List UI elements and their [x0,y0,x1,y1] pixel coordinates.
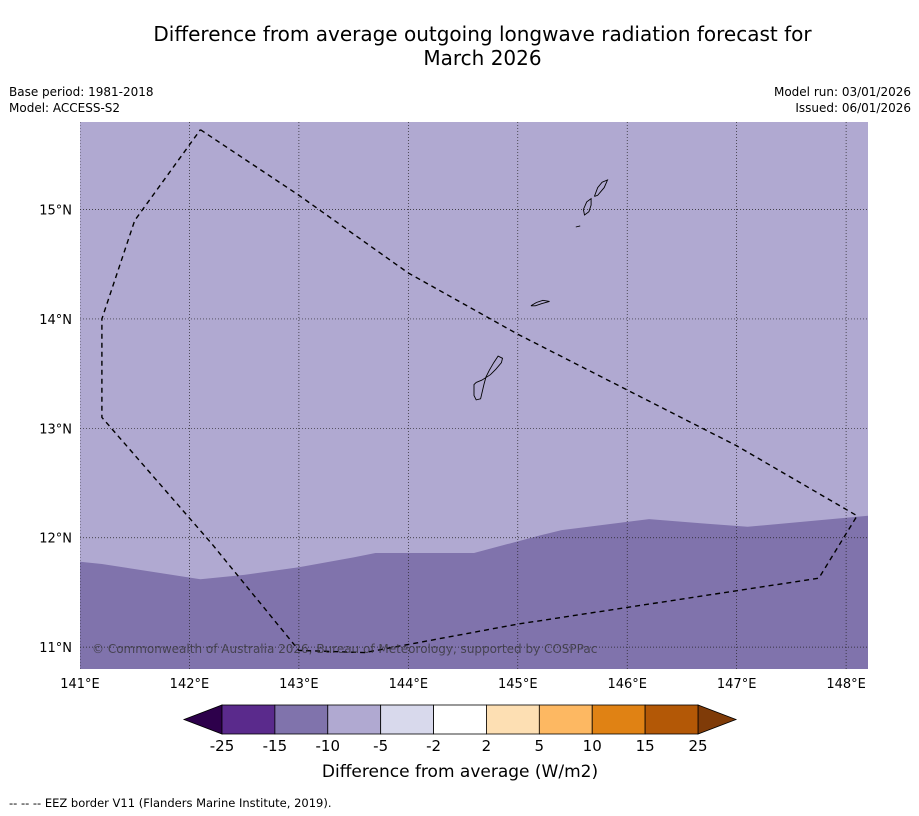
colorbar-tick-label: 2 [482,737,492,755]
chart-title: Difference from average outgoing longwav… [60,22,905,70]
eez-legend-footnote: -- -- -- EEZ border V11 (Flanders Marine… [9,796,332,810]
colorbar-swatch [591,704,646,735]
eez-border [101,129,859,654]
longitude-tick-label: 141°E [60,677,100,692]
colorbar-under-arrow [182,704,223,735]
longitude-tick-label: 145°E [498,677,538,692]
longitude-tick-label: 143°E [279,677,319,692]
colorbar-tick-label: -2 [426,737,441,755]
longitude-tick-label: 146°E [607,677,647,692]
latitude-tick-label: 14°N [39,313,72,328]
longitude-tick-label: 148°E [826,677,866,692]
colorbar-swatch [274,704,329,735]
latitude-tick-label: 11°N [39,641,72,656]
island-outline-aguijan [575,225,581,228]
longitude-tick-label: 147°E [717,677,757,692]
model-run-label: Model run: 03/01/2026 [773,85,911,99]
latitude-tick-label: 12°N [39,532,72,547]
colorbar-swatch [433,704,487,735]
model-label: Model: ACCESS-S2 [9,101,121,115]
colorbar: -25 -15 -10 -5 -2 2 5 10 15 25 [182,704,738,755]
colorbar-swatch [380,704,434,735]
colorbar-over-arrow [697,704,738,735]
title-line-2: March 2026 [423,46,542,70]
islands [473,179,609,401]
colorbar-swatch [538,704,593,735]
colorbar-tick-label: -25 [210,737,235,755]
latitude-tick-labels: 11°N 12°N 13°N 14°N 15°N [39,204,72,657]
colorbar-swatch [486,704,540,735]
island-outline-rota [530,299,550,307]
base-period-label: Base period: 1981-2018 [9,85,154,99]
colorbar-tick-label: 25 [688,737,707,755]
island-outline-guam [473,355,504,401]
island-outline-tinian [582,197,592,216]
longitude-tick-label: 144°E [389,677,429,692]
issued-label: Issued: 06/01/2026 [795,101,911,115]
latitude-tick-label: 13°N [39,422,72,437]
latitude-tick-label: 15°N [39,204,72,219]
colorbar-tick-label: -5 [373,737,388,755]
colorbar-swatch [327,704,382,735]
copyright-notice: © Commonwealth of Australia 2026, Bureau… [92,642,597,656]
longitude-tick-labels: 141°E 142°E 143°E 144°E 145°E 146°E 147°E 148°E [60,677,866,692]
metadata-left: Base period: 1981-2018 Model: ACCESS-S2 [9,84,154,116]
metadata-right: Model run: 03/01/2026 Issued: 06/01/2026 [774,84,911,116]
colorbar-swatch [221,704,276,735]
colorbar-tick-label: 5 [535,737,545,755]
island-outline-saipan [593,179,609,197]
anomaly-region-minus15-minus10 [80,515,868,669]
colorbar-tick-label: -15 [263,737,288,755]
colorbar-tick-label: 10 [583,737,602,755]
title-line-1: Difference from average outgoing longwav… [153,22,812,46]
colorbar-title: Difference from average (W/m2) [321,762,599,782]
colorbar-tick-label: -10 [316,737,341,755]
graticule [80,122,868,669]
plot-area: © Commonwealth of Australia 2026, Bureau… [80,122,868,669]
longitude-tick-label: 142°E [170,677,210,692]
colorbar-swatch [644,704,699,735]
colorbar-tick-label: 15 [636,737,655,755]
